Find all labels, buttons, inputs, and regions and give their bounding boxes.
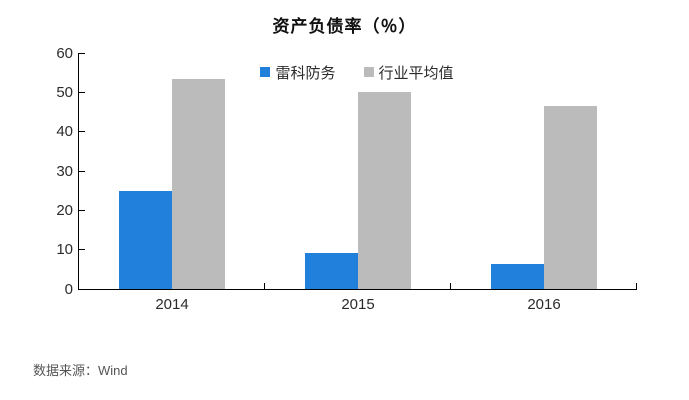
legend-item-series-0: 雷科防务 [260, 62, 336, 83]
y-tick-mark [79, 91, 85, 93]
x-tick-mark [636, 283, 637, 289]
y-tick-label: 60 [56, 44, 73, 62]
y-tick-mark [79, 209, 85, 211]
bar-series0-2014 [119, 191, 172, 289]
y-tick-label: 30 [56, 162, 73, 180]
y-tick-label: 50 [56, 83, 73, 101]
source-note: 数据来源：Wind [33, 363, 128, 378]
bar-series1-2014 [172, 78, 225, 289]
bar-series0-2015 [305, 252, 358, 289]
legend-label: 行业平均值 [378, 64, 454, 82]
bar-series1-2016 [544, 106, 597, 289]
x-tick-mark [264, 283, 265, 289]
legend-item-series-1: 行业平均值 [363, 62, 454, 83]
chart-title: 资产负债率（％） [272, 17, 417, 36]
x-axis-label: 2015 [341, 296, 375, 313]
y-tick-label: 20 [56, 201, 73, 219]
bar-series0-2016 [491, 264, 544, 289]
y-tick-label: 10 [56, 241, 73, 259]
bar-series1-2015 [358, 92, 411, 289]
y-tick-label: 0 [64, 280, 73, 298]
legend-swatch-blue [260, 67, 271, 77]
y-tick-mark [79, 249, 85, 251]
plot-area: 0 10 20 30 40 50 60 2014 2015 2016 [56, 46, 637, 313]
y-tick-mark [79, 131, 85, 133]
x-axis-label: 2016 [527, 296, 561, 313]
legend-label: 雷科防务 [275, 64, 336, 82]
legend: 雷科防务 行业平均值 [78, 62, 636, 83]
y-tick-mark [79, 170, 85, 172]
legend-swatch-gray [363, 67, 374, 77]
x-tick-mark [450, 283, 451, 289]
x-axis-label: 2014 [155, 296, 189, 313]
y-tick-mark [79, 52, 85, 54]
y-tick-label: 40 [56, 123, 73, 141]
